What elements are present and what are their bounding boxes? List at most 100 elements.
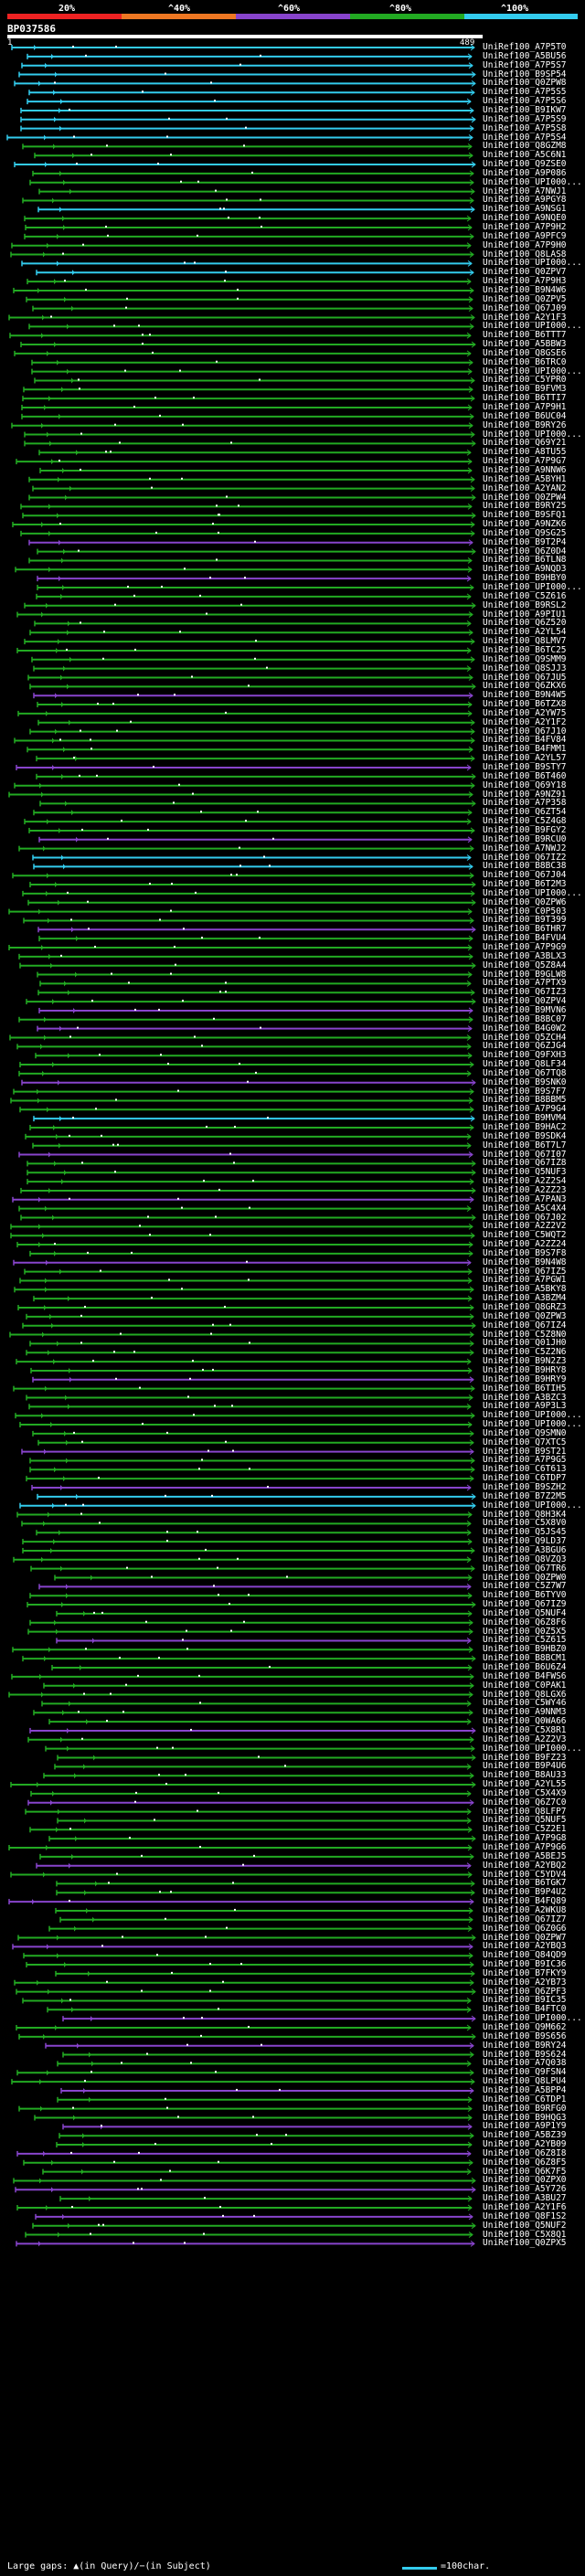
- hit-label[interactable]: UniRef100_A9PFC9: [483, 230, 567, 241]
- hit-label[interactable]: UniRef100_A3BLX3: [483, 950, 567, 961]
- hit-label[interactable]: UniRef100_B9RY25: [483, 501, 567, 512]
- hit-label[interactable]: UniRef100_C6TDP1: [483, 2094, 567, 2104]
- hit-label[interactable]: UniRef100_B9FZ23: [483, 1752, 567, 1763]
- hit-label[interactable]: UniRef100_UPI000...: [483, 429, 582, 440]
- hit-label[interactable]: UniRef100_Q67IZ8: [483, 1158, 567, 1169]
- hit-label[interactable]: UniRef100_Q8VZQ3: [483, 1553, 567, 1564]
- hit-label[interactable]: UniRef100_B9S7F8: [483, 1247, 567, 1258]
- hit-label[interactable]: UniRef100_B9S624: [483, 2049, 567, 2060]
- hit-label[interactable]: UniRef100_A7P9H0: [483, 239, 567, 250]
- hit-label[interactable]: UniRef100_B8BC38: [483, 861, 567, 872]
- hit-label[interactable]: UniRef100_B4FWS6: [483, 1670, 567, 1681]
- hit-label[interactable]: UniRef100_A2YL57: [483, 753, 567, 764]
- hit-label[interactable]: UniRef100_A5Y726: [483, 2184, 567, 2195]
- hit-label[interactable]: UniRef100_Q5ZCH4: [483, 1032, 567, 1043]
- hit-label[interactable]: UniRef100_B9P4U2: [483, 1887, 567, 1898]
- hit-label[interactable]: UniRef100_Q6Z8F5: [483, 2157, 567, 2168]
- hit-label[interactable]: UniRef100_Q84QD9: [483, 1950, 567, 1961]
- hit-label[interactable]: UniRef100_B9MVM4: [483, 1113, 567, 1124]
- hit-label[interactable]: UniRef100_B9FGY2: [483, 824, 567, 835]
- hit-label[interactable]: UniRef100_C5X8Q1: [483, 2229, 567, 2240]
- hit-label[interactable]: UniRef100_A7Q038: [483, 2058, 567, 2069]
- hit-label[interactable]: UniRef100_A7P358: [483, 798, 567, 809]
- hit-label[interactable]: UniRef100_Q67TR6: [483, 1563, 567, 1574]
- hit-label[interactable]: UniRef100_A5BYH1: [483, 473, 567, 484]
- hit-label[interactable]: UniRef100_Q8SJJ3: [483, 663, 567, 673]
- hit-label[interactable]: UniRef100_C5X8V0: [483, 1518, 567, 1529]
- hit-label[interactable]: UniRef100_A5BEJ5: [483, 1850, 567, 1861]
- hit-label[interactable]: UniRef100_A3BZM4: [483, 1293, 567, 1304]
- hit-label[interactable]: UniRef100_Q67IZ5: [483, 1266, 567, 1277]
- hit-label[interactable]: UniRef100_A7P9H3: [483, 276, 567, 287]
- hit-label[interactable]: UniRef100_B8BC07: [483, 1013, 567, 1024]
- hit-label[interactable]: UniRef100_C5Z7W7: [483, 1581, 567, 1592]
- hit-label[interactable]: UniRef100_B6TTI7: [483, 393, 567, 404]
- hit-label[interactable]: UniRef100_B6TZX8: [483, 699, 567, 710]
- hit-label[interactable]: UniRef100_B7Z2M5: [483, 1490, 567, 1501]
- hit-label[interactable]: UniRef100_A9NQE0: [483, 213, 567, 224]
- hit-label[interactable]: UniRef100_A2Y1F2: [483, 716, 567, 727]
- hit-label[interactable]: UniRef100_B4FVU4: [483, 933, 567, 944]
- hit-label[interactable]: UniRef100_Q67IZ4: [483, 1320, 567, 1330]
- hit-label[interactable]: UniRef100_B9RSL2: [483, 599, 567, 610]
- hit-label[interactable]: UniRef100_B9RY26: [483, 419, 567, 430]
- hit-label[interactable]: UniRef100_Q6ZJG4: [483, 1041, 567, 1052]
- hit-label[interactable]: UniRef100_Q5NUF3: [483, 1167, 567, 1178]
- hit-label[interactable]: UniRef100_Q8LGX6: [483, 1689, 567, 1700]
- hit-label[interactable]: UniRef100_Q9ZSE0: [483, 159, 567, 170]
- hit-label[interactable]: UniRef100_Q8H3K4: [483, 1509, 567, 1520]
- hit-label[interactable]: UniRef100_UPI000...: [483, 1743, 582, 1754]
- hit-label[interactable]: UniRef100_A2WKU8: [483, 1904, 567, 1915]
- hit-label[interactable]: UniRef100_Q8LMV7: [483, 636, 567, 647]
- hit-label[interactable]: UniRef100_Q9FXH3: [483, 1050, 567, 1061]
- hit-label[interactable]: UniRef100_Q67IZ7: [483, 1913, 567, 1924]
- hit-label[interactable]: UniRef100_B4FV84: [483, 735, 567, 746]
- hit-label[interactable]: UniRef100_Q5JS45: [483, 1527, 567, 1538]
- hit-label[interactable]: UniRef100_B8BBM5: [483, 1095, 567, 1106]
- hit-label[interactable]: UniRef100_B9SDK4: [483, 1130, 567, 1141]
- hit-label[interactable]: UniRef100_B6U6Z4: [483, 1662, 567, 1672]
- hit-label[interactable]: UniRef100_A7P9G8: [483, 1833, 567, 1844]
- hit-label[interactable]: UniRef100_A7PTX9: [483, 978, 567, 989]
- hit-label[interactable]: UniRef100_B9IKW7: [483, 104, 567, 115]
- hit-label[interactable]: UniRef100_Q0ZPX5: [483, 2238, 567, 2249]
- hit-label[interactable]: UniRef100_Q5NUF2: [483, 2220, 567, 2231]
- hit-label[interactable]: UniRef100_UPI000...: [483, 1410, 582, 1421]
- hit-label[interactable]: UniRef100_Q5NUF4: [483, 1607, 567, 1618]
- hit-label[interactable]: UniRef100_B9N4W8: [483, 1256, 567, 1267]
- hit-label[interactable]: UniRef100_Q67IZ3: [483, 987, 567, 998]
- hit-label[interactable]: UniRef100_A2YBQ3: [483, 1941, 567, 1952]
- hit-label[interactable]: UniRef100_A9PIU1: [483, 609, 567, 620]
- hit-label[interactable]: UniRef100_A5C6N1: [483, 150, 567, 161]
- hit-label[interactable]: UniRef100_B6TTT7: [483, 330, 567, 341]
- hit-label[interactable]: UniRef100_Q8F1S2: [483, 2210, 567, 2221]
- hit-label[interactable]: UniRef100_B9RFG0: [483, 2103, 567, 2114]
- hit-label[interactable]: UniRef100_A2ZZ24: [483, 1239, 567, 1250]
- hit-label[interactable]: UniRef100_A5C4X4: [483, 1203, 567, 1214]
- hit-label[interactable]: UniRef100_B9IC35: [483, 1995, 567, 2006]
- hit-label[interactable]: UniRef100_A9NSG1: [483, 204, 567, 215]
- hit-label[interactable]: UniRef100_C5Z616: [483, 590, 567, 601]
- hit-label[interactable]: UniRef100_A7P5S4: [483, 132, 567, 143]
- hit-label[interactable]: UniRef100_Q8LPU4: [483, 2076, 567, 2087]
- hit-label[interactable]: UniRef100_A2Y1F6: [483, 2202, 567, 2212]
- hit-label[interactable]: UniRef100_A7P9G6: [483, 1842, 567, 1852]
- hit-label[interactable]: UniRef100_C0PAK1: [483, 1680, 567, 1691]
- hit-label[interactable]: UniRef100_B9STY7: [483, 762, 567, 772]
- hit-label[interactable]: UniRef100_A5BBW3: [483, 339, 567, 350]
- hit-label[interactable]: UniRef100_A3BU27: [483, 2193, 567, 2204]
- hit-label[interactable]: UniRef100_Q6ZKX6: [483, 681, 567, 692]
- hit-label[interactable]: UniRef100_B4FTC0: [483, 2004, 567, 2015]
- hit-label[interactable]: UniRef100_B6TRC0: [483, 356, 567, 367]
- hit-label[interactable]: UniRef100_Q67J09: [483, 302, 567, 313]
- hit-label[interactable]: UniRef100_C5Z4G8: [483, 816, 567, 827]
- hit-label[interactable]: UniRef100_Q0ZPW6: [483, 896, 567, 907]
- hit-label[interactable]: UniRef100_A3BGU6: [483, 1544, 567, 1555]
- hit-label[interactable]: UniRef100_B6T460: [483, 770, 567, 781]
- hit-label[interactable]: UniRef100_UPI000...: [483, 2013, 582, 2024]
- hit-label[interactable]: UniRef100_Q9LD37: [483, 1536, 567, 1547]
- hit-label[interactable]: UniRef100_B9IC36: [483, 1959, 567, 1970]
- hit-label[interactable]: UniRef100_B9N4W6: [483, 284, 567, 295]
- hit-label[interactable]: UniRef100_A7PGW1: [483, 1275, 567, 1286]
- hit-label[interactable]: UniRef100_A3BZC3: [483, 1392, 567, 1403]
